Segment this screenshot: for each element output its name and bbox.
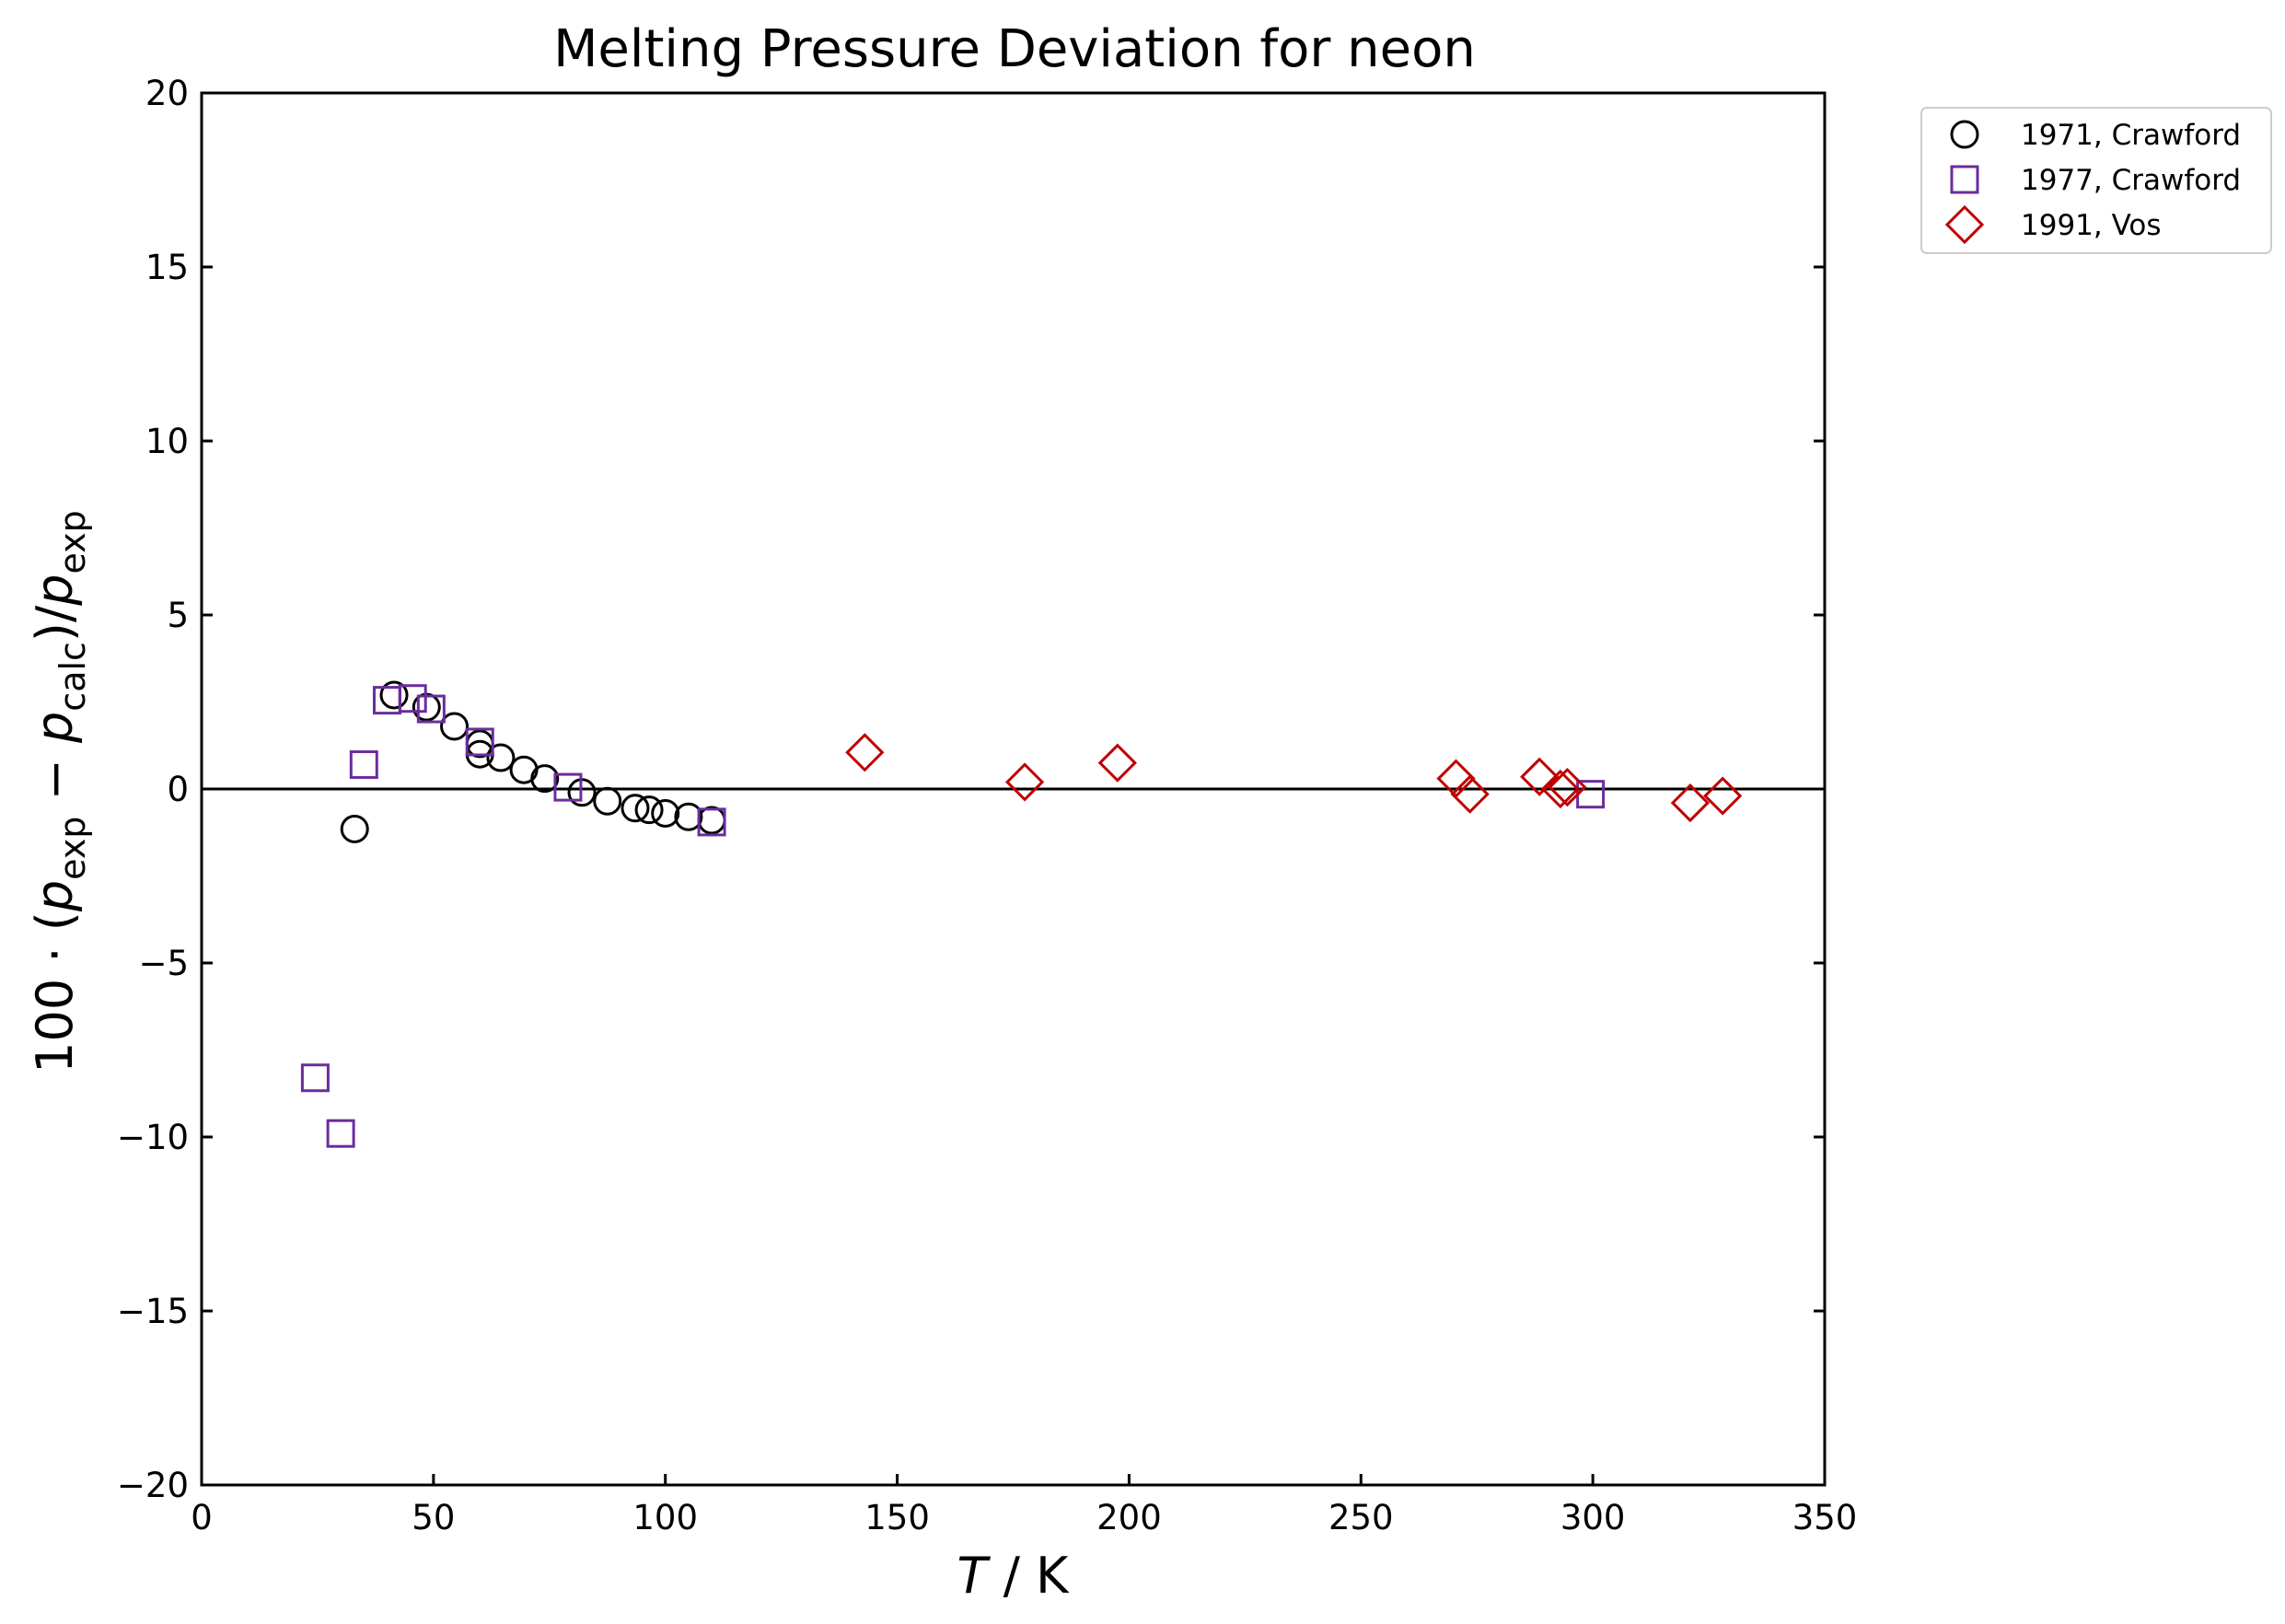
data-point-circle <box>486 743 516 772</box>
data-point-diamond <box>845 733 885 772</box>
y-tick-label: −15 <box>117 1292 189 1331</box>
data-point-circle <box>593 786 622 816</box>
data-point-circle <box>651 798 680 828</box>
x-tick-label: 100 <box>632 1498 698 1537</box>
legend-marker-square <box>1950 165 1979 194</box>
legend-box <box>1920 107 2272 254</box>
x-axis-ticks: 0 50 100 150 200 250 300 350 <box>191 1474 1857 1537</box>
x-tick-label: 0 <box>191 1498 213 1537</box>
y-tick-label: −20 <box>117 1466 189 1505</box>
data-point-circle <box>697 806 726 835</box>
data-point-diamond <box>1520 757 1560 796</box>
data-point-diamond <box>1004 762 1045 802</box>
data-point-square <box>416 694 446 724</box>
legend-label: 1977, Crawford <box>2021 164 2241 197</box>
y-tick-label: 0 <box>167 770 189 809</box>
data-point-diamond <box>1548 767 1587 807</box>
legend-marker-diamond <box>1944 204 1985 245</box>
data-point-diamond <box>1540 769 1581 809</box>
data-point-circle <box>440 712 470 741</box>
y-tick-label: 10 <box>145 422 189 461</box>
data-point-square <box>465 727 494 757</box>
data-point-square <box>349 750 378 780</box>
y-tick-label: −10 <box>117 1118 189 1157</box>
data-point-circle <box>621 794 650 823</box>
data-point-square <box>553 772 583 802</box>
data-point-circle <box>674 802 703 831</box>
data-point-circle <box>634 795 664 825</box>
y-tick-label: 20 <box>145 74 189 113</box>
data-point-circle <box>340 814 369 843</box>
data-point-square <box>398 684 427 713</box>
legend: 1971, Crawford 1977, Crawford 1991, Vos <box>1920 107 2272 254</box>
data-point-diamond <box>1670 783 1711 823</box>
legend-label: 1971, Crawford <box>2021 119 2241 152</box>
y-tick-label: 5 <box>167 596 189 635</box>
data-point-diamond <box>1097 743 1137 783</box>
y-tick-label: −5 <box>138 944 189 983</box>
chart-title: Melting Pressure Deviation for neon <box>553 19 1476 79</box>
data-point-diamond <box>1703 776 1743 816</box>
x-tick-label: 300 <box>1560 1498 1626 1537</box>
data-point-square <box>697 807 726 837</box>
data-point-square <box>300 1063 330 1093</box>
data-point-square <box>372 686 401 715</box>
x-tick-label: 50 <box>412 1498 455 1537</box>
data-point-square <box>326 1119 355 1148</box>
y-tick-label: 15 <box>145 248 189 287</box>
y-axis-ticks: −20 −15 −10 −5 0 5 10 15 20 <box>117 74 1825 1505</box>
x-axis-label: T / K <box>957 1547 1071 1605</box>
data-point-diamond <box>1450 774 1490 814</box>
y-axis-label: 100 · (pexp − pcalc)/pexp <box>26 510 93 1073</box>
data-point-circle <box>530 764 560 794</box>
x-tick-label: 350 <box>1792 1498 1858 1537</box>
data-points <box>300 680 1743 1148</box>
x-tick-label: 250 <box>1328 1498 1394 1537</box>
x-tick-label: 200 <box>1096 1498 1162 1537</box>
legend-marker-circle <box>1950 120 1979 149</box>
data-point-circle <box>379 680 409 710</box>
x-tick-label: 150 <box>864 1498 930 1537</box>
legend-label: 1991, Vos <box>2021 209 2162 242</box>
